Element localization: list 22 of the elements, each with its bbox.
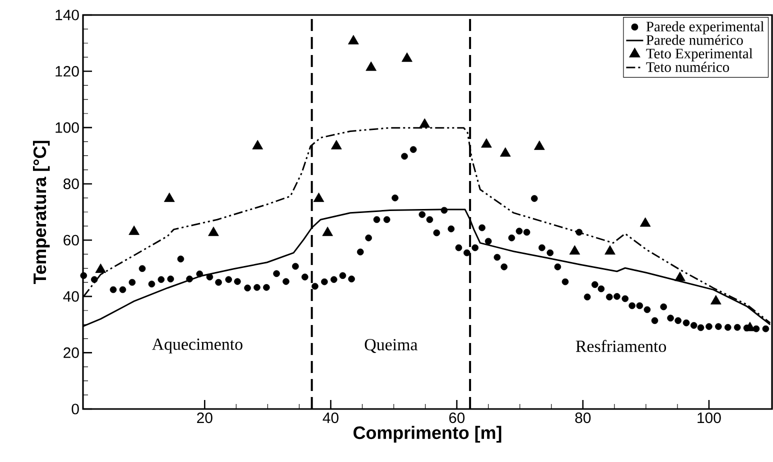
annotation: Aquecimento [152,338,242,354]
y-tick-label: 100 [56,122,79,133]
y-tick-label: 80 [64,178,79,190]
y-tick-label: 120 [56,66,79,77]
x-axis-title: Comprimento [m] [354,426,502,443]
legend-label: Parede experimental [646,21,764,34]
y-tick-label: 0 [72,404,79,414]
legend-label: Teto numérico [646,62,730,72]
annotation: Resfriamento [576,340,666,352]
x-tick-label: 80 [575,412,591,424]
x-tick-label: 60 [449,412,465,424]
y-tick-label: 20 [64,347,79,358]
y-tick-label: 40 [63,291,79,302]
y-axis-title: Temperatura [°C] [32,140,50,284]
y-tick-label: 140 [56,10,79,20]
legend-label: Parede numérico [646,34,743,45]
x-tick-label: 40 [322,412,338,424]
y-tick-label: 60 [64,234,79,246]
legend-label: Teto Experimental [646,48,753,62]
annotation: Queima [364,338,418,353]
x-tick-label: 100 [698,412,721,424]
x-tick-label: 20 [197,412,212,424]
